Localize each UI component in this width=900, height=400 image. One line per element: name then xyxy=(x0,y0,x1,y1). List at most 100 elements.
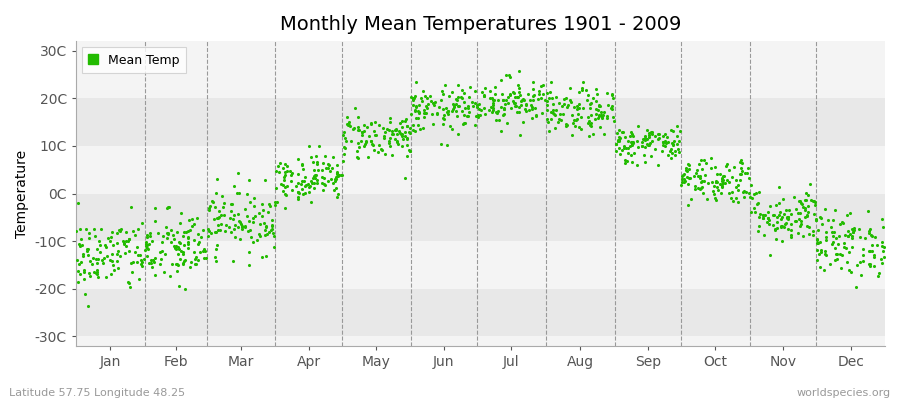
Point xyxy=(544,89,558,95)
Point xyxy=(525,106,539,112)
Point xyxy=(572,89,587,96)
Point xyxy=(209,229,223,235)
Point xyxy=(772,211,787,218)
Point xyxy=(536,82,550,88)
Point xyxy=(79,247,94,254)
Point xyxy=(611,127,625,133)
Point xyxy=(451,103,465,110)
Point xyxy=(612,145,626,152)
Point xyxy=(280,183,294,189)
Point xyxy=(557,101,572,108)
Point xyxy=(395,136,410,142)
Point xyxy=(242,248,256,255)
Point xyxy=(142,240,157,247)
Point xyxy=(268,201,283,208)
Point xyxy=(382,127,397,133)
Point xyxy=(303,198,318,205)
Point xyxy=(140,242,155,248)
Point xyxy=(359,124,374,130)
Point xyxy=(159,205,174,212)
Point xyxy=(512,68,526,74)
Point xyxy=(490,110,504,117)
Point xyxy=(513,102,527,108)
Point xyxy=(140,245,154,251)
Point xyxy=(798,214,813,220)
Point xyxy=(329,194,344,200)
Point xyxy=(112,253,127,259)
Point xyxy=(567,104,581,110)
Point xyxy=(428,99,442,106)
Point xyxy=(351,155,365,161)
Point xyxy=(625,141,639,148)
Point xyxy=(413,126,428,132)
Point xyxy=(156,233,170,240)
Point xyxy=(634,143,649,149)
Point xyxy=(181,239,195,246)
Point xyxy=(836,240,850,246)
Point xyxy=(148,255,162,262)
Point xyxy=(611,138,625,144)
Point xyxy=(117,240,131,247)
Point xyxy=(251,210,266,216)
Point xyxy=(526,78,540,85)
Point xyxy=(638,137,652,143)
Point xyxy=(652,135,666,141)
Point xyxy=(456,111,471,118)
Point xyxy=(640,141,654,147)
Point xyxy=(559,121,573,127)
Point xyxy=(740,170,754,176)
Point xyxy=(398,129,412,136)
Point xyxy=(864,232,878,238)
Point xyxy=(722,166,736,173)
Point xyxy=(769,226,783,233)
Point xyxy=(227,212,241,218)
Point xyxy=(203,230,218,236)
Point xyxy=(191,256,205,263)
Point xyxy=(690,167,705,173)
Point xyxy=(377,134,392,141)
Point xyxy=(507,90,521,96)
Point xyxy=(79,246,94,253)
Point xyxy=(163,273,177,279)
Point xyxy=(847,225,861,231)
Point xyxy=(71,268,86,274)
Point xyxy=(825,217,840,223)
Point xyxy=(812,250,826,257)
Point xyxy=(204,198,219,204)
Point xyxy=(657,143,671,149)
Point xyxy=(494,104,508,110)
Point xyxy=(717,173,732,179)
Point xyxy=(709,197,724,203)
Point xyxy=(268,199,283,205)
Point xyxy=(801,224,815,230)
Point xyxy=(235,224,249,230)
Point xyxy=(801,192,815,199)
Point xyxy=(805,197,819,203)
Point xyxy=(378,128,392,135)
Point xyxy=(739,189,753,196)
Point xyxy=(140,232,155,238)
Point xyxy=(559,123,573,129)
Point xyxy=(94,249,108,255)
Point xyxy=(89,260,104,266)
Point xyxy=(757,232,771,238)
Point xyxy=(840,258,854,265)
Point xyxy=(658,138,672,144)
Point xyxy=(539,90,554,97)
Point xyxy=(483,104,498,110)
Point xyxy=(613,135,627,142)
Point xyxy=(364,120,379,127)
Point xyxy=(233,219,248,226)
Point xyxy=(630,137,644,144)
Point xyxy=(569,117,583,123)
Point xyxy=(181,235,195,241)
Point xyxy=(706,188,721,194)
Point xyxy=(141,260,156,266)
Point xyxy=(609,129,624,136)
Point xyxy=(670,133,685,139)
Point xyxy=(375,125,390,131)
Point xyxy=(321,161,336,167)
Point xyxy=(213,221,228,228)
Point xyxy=(214,212,229,218)
Point xyxy=(539,116,554,122)
